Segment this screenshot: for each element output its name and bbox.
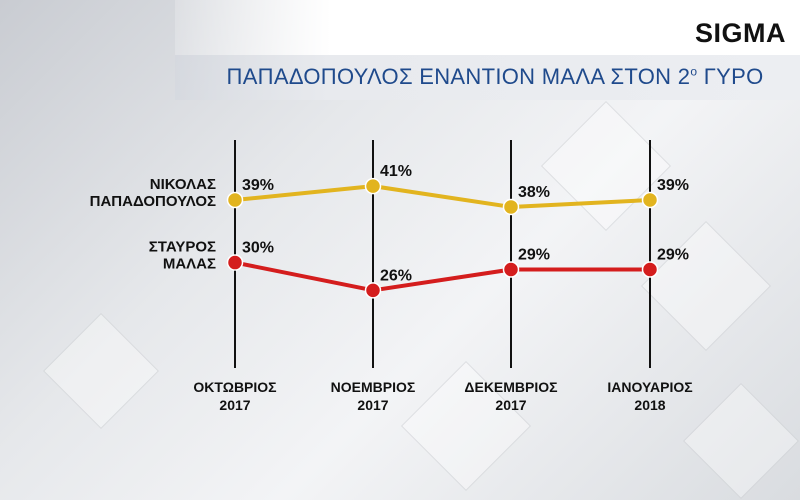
data-point (641, 261, 659, 278)
title-strip (175, 55, 800, 100)
x-tick-label: ΔΕΚΕΜΒΡΙΟΣ (464, 379, 557, 395)
x-tick-label: ΙΑΝΟΥΑΡΙΟΣ (607, 379, 692, 395)
chart-title: ΠΑΠΑΔΟΠΟΥΛΟΣ ΕΝΑΝΤΙΟΝ ΜΑΛΑ ΣΤΟΝ 2ο ΓΥΡΟ (210, 64, 780, 90)
x-tick-label-year: 2018 (634, 397, 665, 413)
data-point (226, 191, 244, 209)
series-line (234, 184, 651, 209)
series-line (234, 260, 650, 293)
series-name: ΣΤΑΥΡΟΣ (149, 239, 216, 256)
x-tick-label: ΝΟΕΜΒΡΙΟΣ (331, 379, 416, 395)
title-suffix: ΓΥΡΟ (697, 64, 764, 89)
series-name: ΝΙΚΟΛΑΣ (150, 176, 216, 193)
data-label: 39% (657, 177, 689, 194)
x-tick-label-year: 2017 (357, 397, 388, 413)
title-superscript: ο (690, 64, 698, 79)
data-label: 29% (518, 247, 550, 264)
data-label: 26% (380, 267, 412, 284)
data-label: 41% (380, 163, 412, 180)
data-label: 30% (242, 240, 274, 257)
x-tick-label-year: 2017 (495, 397, 526, 413)
x-tick-label-year: 2017 (219, 397, 250, 413)
data-point (502, 198, 520, 216)
data-point (226, 254, 244, 271)
data-point (641, 191, 659, 209)
data-label: 29% (657, 247, 689, 264)
title-main: ΠΑΠΑΔΟΠΟΥΛΟΣ ΕΝΑΝΤΙΟΝ ΜΑΛΑ ΣΤΟΝ 2 (226, 64, 691, 89)
data-point (364, 282, 382, 299)
header-banner (175, 0, 800, 55)
series-name: ΜΑΛΑΣ (163, 256, 216, 273)
x-tick-label: ΟΚΤΩΒΡΙΟΣ (193, 379, 276, 395)
data-point (502, 261, 520, 278)
series-name: ΠΑΠΑΔΟΠΟΥΛΟΣ (90, 193, 216, 210)
data-label: 38% (518, 184, 550, 201)
data-label: 39% (242, 177, 274, 194)
data-point (364, 177, 382, 195)
brand-logo: SIGMA (694, 18, 786, 48)
